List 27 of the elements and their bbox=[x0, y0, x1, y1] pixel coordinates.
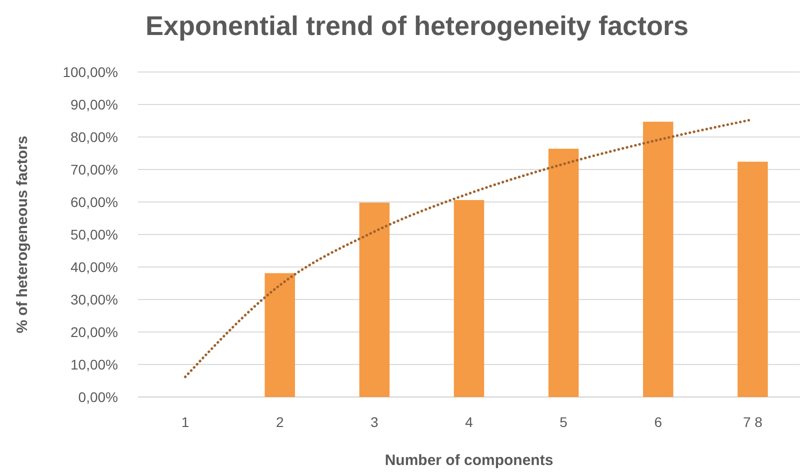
bar bbox=[264, 273, 295, 397]
y-tick-label: 30,00% bbox=[70, 291, 118, 308]
y-tick-label: 0,00% bbox=[78, 388, 118, 405]
bar bbox=[738, 162, 768, 397]
x-tick-label: 3 bbox=[370, 414, 379, 430]
bar bbox=[643, 122, 674, 397]
chart-title: Exponential trend of heterogeneity factors bbox=[145, 11, 689, 41]
bar bbox=[359, 202, 390, 397]
y-tick-label: 100,00% bbox=[62, 64, 118, 80]
x-tick-label: 4 bbox=[465, 414, 474, 430]
y-tick-label: 20,00% bbox=[70, 324, 118, 340]
x-tick-label: 2 bbox=[276, 414, 284, 430]
y-tick-label: 90,00% bbox=[70, 96, 118, 112]
x-tick-label: 1 bbox=[181, 414, 190, 430]
y-tick-label: 80,00% bbox=[70, 128, 118, 145]
bar bbox=[454, 200, 484, 397]
y-tick-label: 10,00% bbox=[70, 356, 118, 372]
bar bbox=[548, 148, 579, 397]
y-tick-label: 60,00% bbox=[70, 194, 118, 210]
x-tick-label: 7 8 bbox=[742, 414, 763, 430]
y-tick-label: 50,00% bbox=[70, 226, 118, 242]
y-tick-label: 40,00% bbox=[70, 258, 118, 275]
x-tick-label: 6 bbox=[654, 414, 662, 430]
y-tick-label: 70,00% bbox=[70, 161, 118, 178]
x-axis-title: Number of components bbox=[384, 452, 554, 469]
x-tick-label: 5 bbox=[560, 414, 568, 430]
y-axis-title: % of heterogeneous factors bbox=[14, 136, 31, 334]
